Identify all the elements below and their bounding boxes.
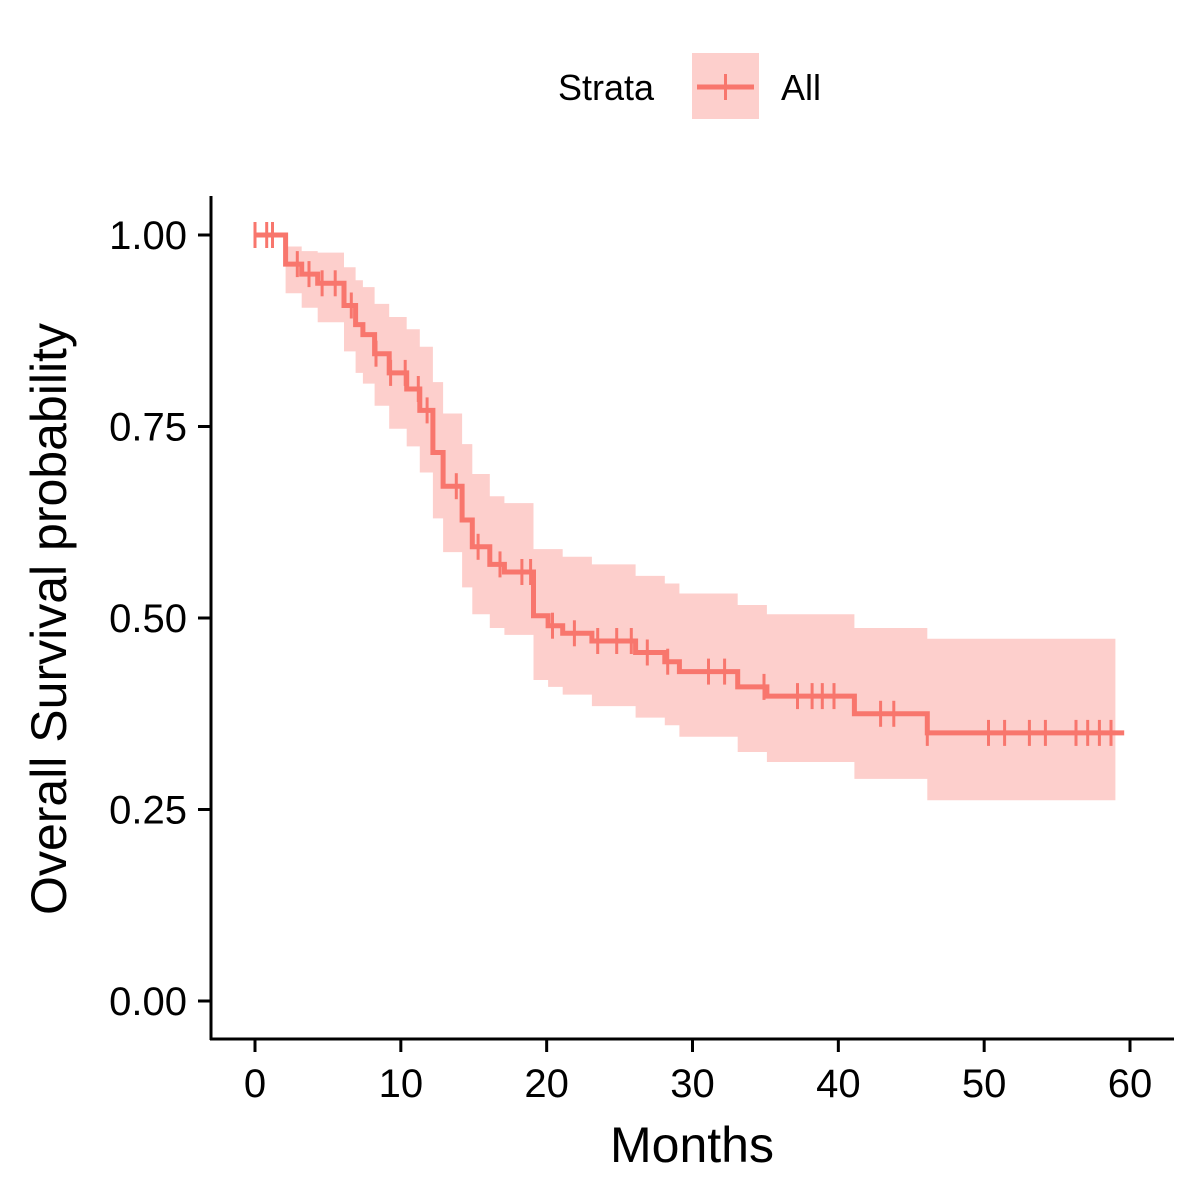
x-tick-label: 40 [816, 1062, 861, 1106]
legend-entry-all: All [781, 67, 821, 108]
x-tick-label: 20 [524, 1062, 569, 1106]
survival-curve-all [255, 232, 1125, 736]
survival-curve-layer [255, 232, 1125, 736]
y-tick-label: 1.00 [109, 214, 187, 258]
x-tick-label: 50 [962, 1062, 1007, 1106]
x-axis-title: Months [610, 1117, 774, 1173]
y-tick-label: 0.25 [109, 789, 187, 833]
x-tick-label: 60 [1108, 1062, 1153, 1106]
y-tick-label: 0.00 [109, 980, 187, 1024]
confidence-band-layer [255, 235, 1116, 801]
y-axis-title: Overall Survival probability [21, 323, 77, 915]
censor-marks-layer [253, 222, 1113, 746]
legend: Strata All [558, 53, 821, 119]
y-tick-label: 0.50 [109, 597, 187, 641]
x-tick-label: 10 [379, 1062, 424, 1106]
x-tick-label: 30 [670, 1062, 715, 1106]
confidence-band [255, 235, 1116, 801]
legend-title: Strata [558, 67, 655, 108]
x-tick-label: 0 [244, 1062, 266, 1106]
ticks-layer: 0 10 20 30 40 50 60 0.00 0.25 0.50 0.75 1.00 [109, 214, 1152, 1106]
y-tick-label: 0.75 [109, 406, 187, 450]
